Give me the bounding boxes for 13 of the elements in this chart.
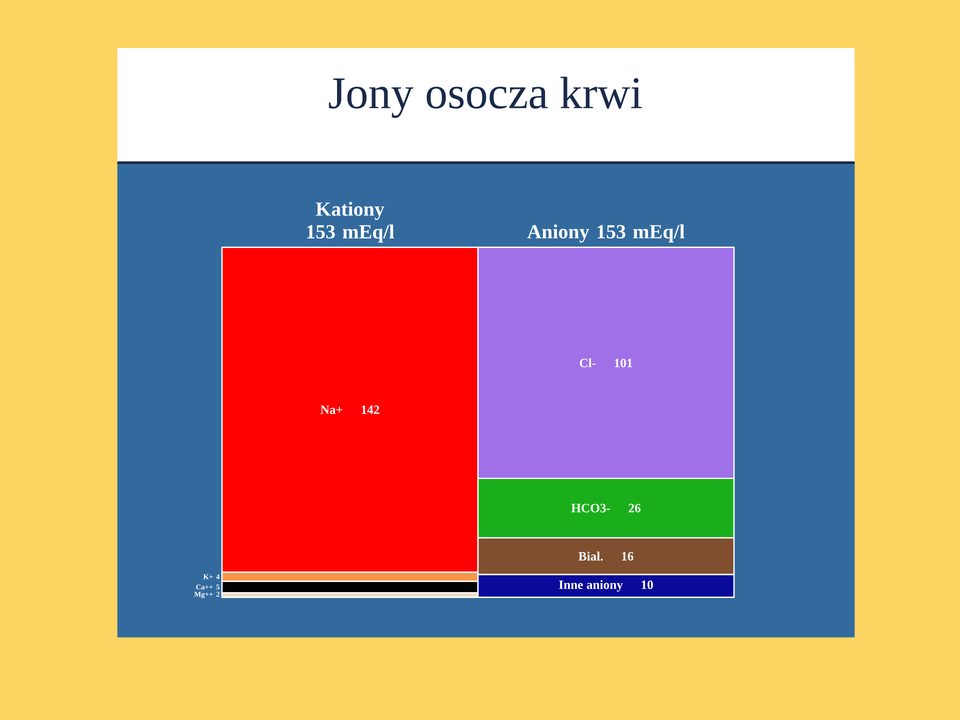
x-tick-label: Kationy 153 mEq/l (307, 202, 394, 243)
series-label: Inne aniony (559, 580, 623, 592)
x-tick-label: Aniony 153 mEq/l (527, 224, 685, 243)
data-label: 142 (362, 405, 380, 414)
data-label: 26 (628, 504, 641, 512)
chart-title: Jony osocza krwi (328, 76, 642, 118)
series-label: Cl- (580, 358, 596, 368)
data-label: 10 (642, 580, 653, 590)
data-label: 101 (614, 358, 632, 368)
series-label: Bial. (578, 552, 603, 561)
series-label: Na+ (320, 406, 342, 414)
series-label: HCO3- (571, 504, 610, 512)
data-label: 16 (622, 552, 634, 561)
